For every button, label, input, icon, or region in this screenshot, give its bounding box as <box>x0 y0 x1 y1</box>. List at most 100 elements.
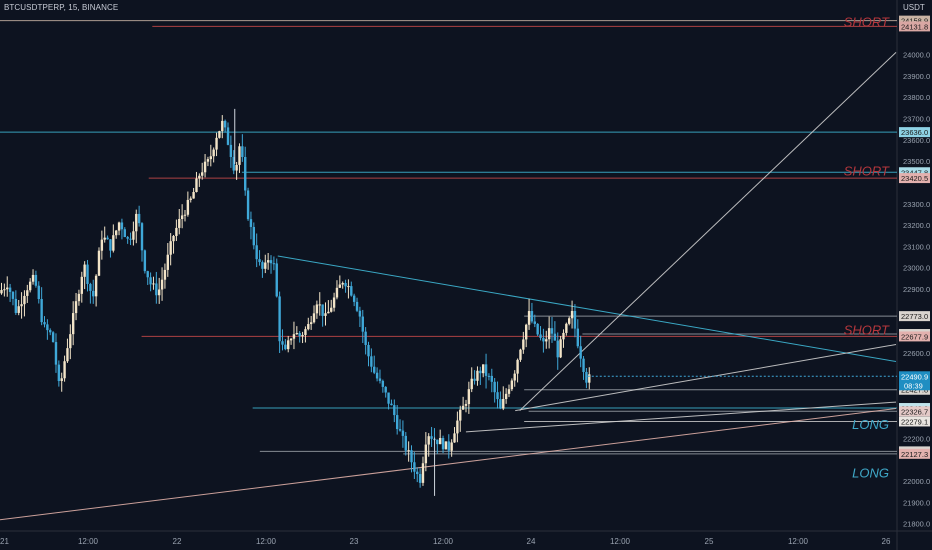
symbol-title: BTCUSDTPERP, 15, BINANCE <box>4 3 119 12</box>
x-tick-label: 12:00 <box>78 537 99 546</box>
candle-body <box>421 463 425 483</box>
candle-body <box>390 403 393 406</box>
candle-body <box>361 316 364 332</box>
candle-body <box>203 161 207 173</box>
currency-label: USDT <box>903 3 925 12</box>
price-tag-label: 22677.9 <box>901 332 928 341</box>
candle-body <box>473 378 476 381</box>
candle-body <box>527 311 531 325</box>
candle-body <box>51 332 55 343</box>
price-tag-label: 22127.3 <box>901 450 928 459</box>
candle-body <box>149 277 152 285</box>
candle-body <box>46 324 49 331</box>
candle-body <box>301 334 304 337</box>
candle-body <box>23 295 26 305</box>
candle-body <box>281 341 284 345</box>
signal-annotation: SHORT <box>844 164 890 179</box>
price-tag-label: 22279.1 <box>901 417 928 426</box>
candle-body <box>0 290 3 294</box>
trend-line <box>277 255 897 363</box>
candle-body <box>43 322 46 325</box>
candle-body <box>407 450 410 452</box>
y-tick-label: 23700.0 <box>903 114 930 123</box>
candle-body <box>401 430 405 436</box>
candle-body <box>496 392 499 400</box>
candle-body <box>89 283 92 291</box>
candle-body <box>373 366 376 373</box>
candle-body <box>26 290 29 296</box>
candle-body <box>229 144 233 157</box>
candle-body <box>413 462 416 472</box>
price-tag <box>899 167 930 178</box>
candle-body <box>201 172 204 176</box>
candle-body <box>183 214 187 216</box>
candle-body <box>80 276 83 294</box>
candle-body <box>330 307 333 312</box>
candle-body <box>97 250 101 276</box>
candle-body <box>223 120 227 128</box>
candle-body <box>266 260 270 263</box>
candle-body <box>192 192 195 199</box>
candle-body <box>143 250 147 272</box>
candle-body <box>484 364 488 376</box>
candle-body <box>553 333 557 341</box>
x-tick-label: 26 <box>882 537 891 546</box>
candle-body <box>54 342 58 365</box>
candle-body <box>11 291 15 299</box>
trend-line <box>0 407 897 521</box>
candle-body <box>568 318 571 324</box>
candle-body <box>487 375 491 377</box>
candle-body <box>467 389 471 405</box>
candle-body <box>398 429 402 431</box>
candle-body <box>295 333 299 335</box>
candle-body <box>507 389 511 394</box>
price-tag <box>899 448 930 459</box>
candle-body <box>261 262 264 269</box>
candle-body <box>83 264 86 277</box>
candle-body <box>169 241 172 255</box>
candle-body <box>384 386 387 393</box>
candle-body <box>438 438 442 445</box>
candle-body <box>37 285 40 300</box>
candle-body <box>338 284 342 288</box>
candle-body <box>287 340 290 350</box>
candle-body <box>513 373 516 381</box>
candle-body <box>109 239 112 251</box>
candle-body <box>364 331 367 345</box>
candle-body <box>195 178 198 193</box>
candle-body <box>146 271 149 278</box>
candle-body <box>324 313 327 316</box>
candle-body <box>565 323 568 333</box>
candle-body <box>410 450 413 463</box>
candle-body <box>479 370 482 374</box>
candle-body <box>304 329 307 335</box>
candle-body <box>550 328 554 334</box>
candle-body <box>14 298 18 313</box>
current-price-tag <box>899 371 930 391</box>
trend-line <box>515 344 897 412</box>
candle-body <box>189 198 192 200</box>
candle-body <box>20 304 23 307</box>
candle-body <box>160 279 164 290</box>
candle-body <box>502 399 505 409</box>
candle-body <box>215 137 218 150</box>
candle-body <box>510 380 514 390</box>
candle-body <box>352 295 356 302</box>
candle-body <box>292 334 296 339</box>
candle-body <box>103 237 106 240</box>
candle-body <box>367 344 370 357</box>
signal-annotation: LONG <box>852 465 889 480</box>
candle-body <box>77 293 81 302</box>
candle-body <box>180 215 184 220</box>
candle-body <box>186 199 190 215</box>
candle-body <box>120 222 124 230</box>
price-tag-label: 23420.5 <box>901 174 928 183</box>
x-tick-label: 12:00 <box>610 537 631 546</box>
candle-body <box>289 338 293 341</box>
candle-body <box>312 313 316 323</box>
candle-body <box>387 392 390 404</box>
candle-body <box>17 306 20 313</box>
y-tick-label: 22000.0 <box>903 477 930 486</box>
x-tick-label: 21 <box>0 537 9 546</box>
